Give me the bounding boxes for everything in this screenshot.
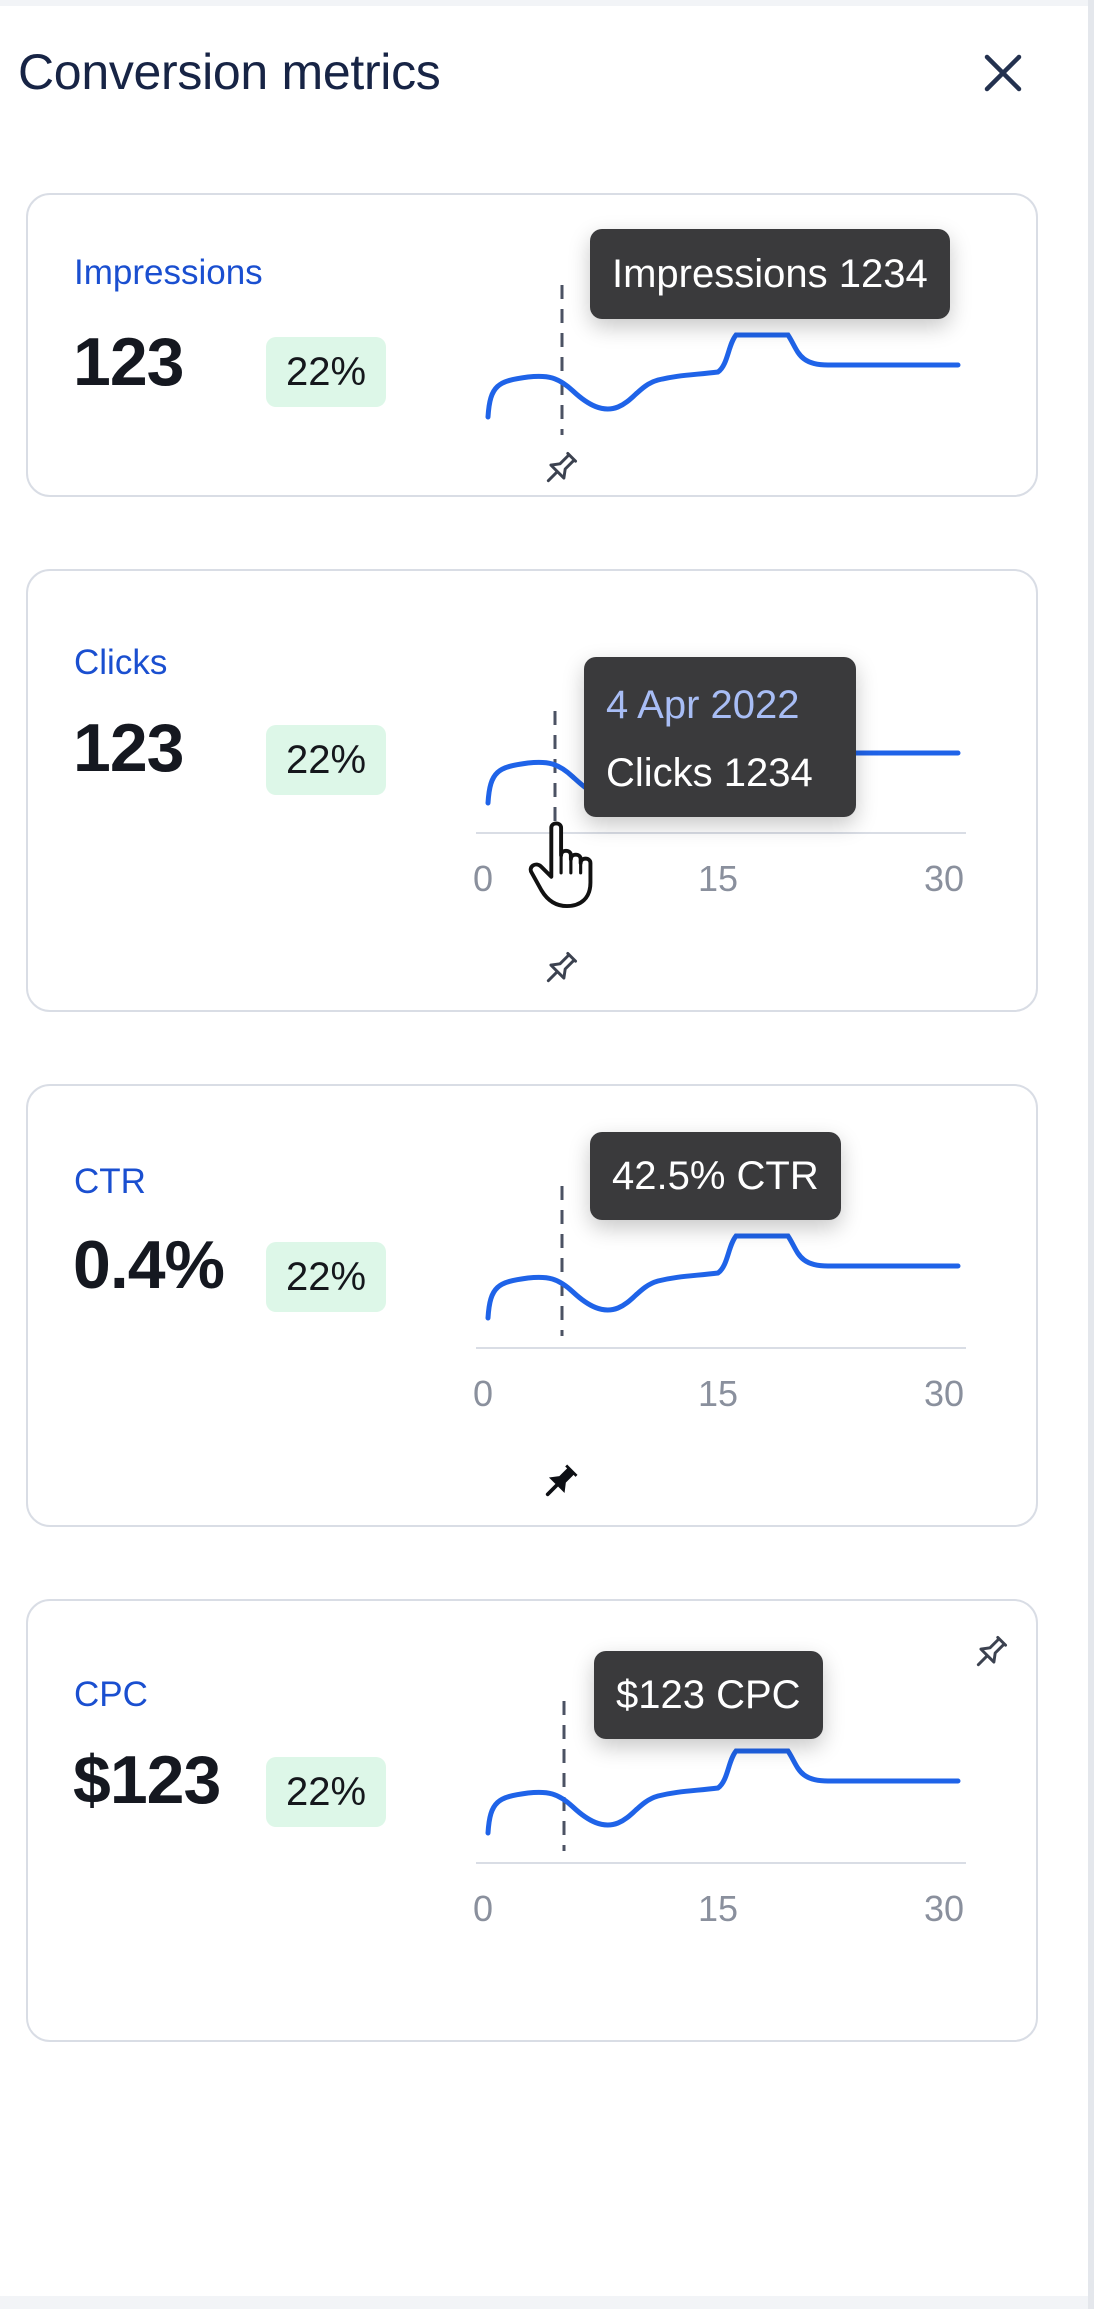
hand-cursor-icon: [528, 821, 593, 909]
sparkline-chart[interactable]: 0 15 30: [28, 1086, 1040, 1529]
tooltip-text: Clicks 1234: [606, 751, 813, 795]
sparkline-chart[interactable]: 0 15 30: [28, 571, 1040, 1014]
metric-card-impressions[interactable]: Impressions 123 22% Impressions 1234: [26, 193, 1038, 497]
x-tick-label: 30: [924, 858, 964, 899]
metric-value: 0.4%: [73, 1227, 225, 1303]
x-tick-label: 0: [473, 1373, 493, 1414]
metric-label: Impressions: [74, 253, 263, 292]
sparkline-chart[interactable]: 0 15 30: [28, 1601, 1040, 2044]
x-tick-label: 15: [698, 1373, 738, 1414]
close-icon: [984, 54, 1022, 92]
metric-value: 123: [73, 710, 184, 786]
chart-tooltip: Impressions 1234: [590, 229, 950, 319]
pin-button[interactable]: [968, 1631, 1012, 1675]
metric-card-ctr[interactable]: CTR 0.4% 22% 0 15 30 42.5% CTR: [26, 1084, 1038, 1527]
panel-title: Conversion metrics: [18, 44, 441, 100]
change-badge: 22%: [266, 337, 386, 407]
tooltip-text: $123 CPC: [616, 1673, 801, 1717]
metric-card-clicks[interactable]: Clicks 123 22% 0 15 30 4 Apr 2022 Clicks…: [26, 569, 1038, 1012]
metric-label: CTR: [74, 1162, 146, 1201]
x-tick-label: 30: [924, 1373, 964, 1414]
tooltip-date: 4 Apr 2022: [606, 683, 800, 727]
change-badge: 22%: [266, 1242, 386, 1312]
pin-icon: [976, 1635, 1008, 1667]
metric-value: 123: [73, 324, 184, 400]
close-button[interactable]: [975, 45, 1031, 101]
chart-tooltip: 4 Apr 2022 Clicks 1234: [584, 657, 856, 817]
sparkline-series: [485, 1233, 961, 1321]
tooltip-text: 42.5% CTR: [612, 1154, 819, 1198]
pin-filled-icon: [545, 1464, 578, 1497]
metric-label: Clicks: [74, 643, 168, 682]
metric-label: CPC: [74, 1675, 148, 1714]
pin-button-active[interactable]: [538, 1460, 582, 1504]
metric-value: $123: [73, 1742, 221, 1818]
sparkline-chart[interactable]: [28, 195, 1040, 499]
metric-card-cpc[interactable]: CPC $123 22% 0 15 30 $123 CPC: [26, 1599, 1038, 2042]
x-tick-label: 0: [473, 1888, 493, 1929]
sparkline-series: [485, 1748, 961, 1836]
tooltip-text: Impressions 1234: [612, 252, 928, 296]
change-badge: 22%: [266, 725, 386, 795]
x-tick-label: 15: [698, 1888, 738, 1929]
scrollbar-track[interactable]: [1088, 0, 1094, 2309]
chart-tooltip: 42.5% CTR: [590, 1132, 841, 1220]
x-tick-label: 0: [473, 858, 493, 899]
change-badge: 22%: [266, 1757, 386, 1827]
sparkline-series: [485, 332, 961, 420]
x-tick-label: 15: [698, 858, 738, 899]
x-tick-label: 30: [924, 1888, 964, 1929]
chart-tooltip: $123 CPC: [594, 1651, 823, 1739]
pin-button[interactable]: [538, 947, 582, 991]
pin-icon: [546, 951, 578, 983]
pin-icon: [546, 451, 578, 483]
pin-button[interactable]: [538, 447, 582, 491]
